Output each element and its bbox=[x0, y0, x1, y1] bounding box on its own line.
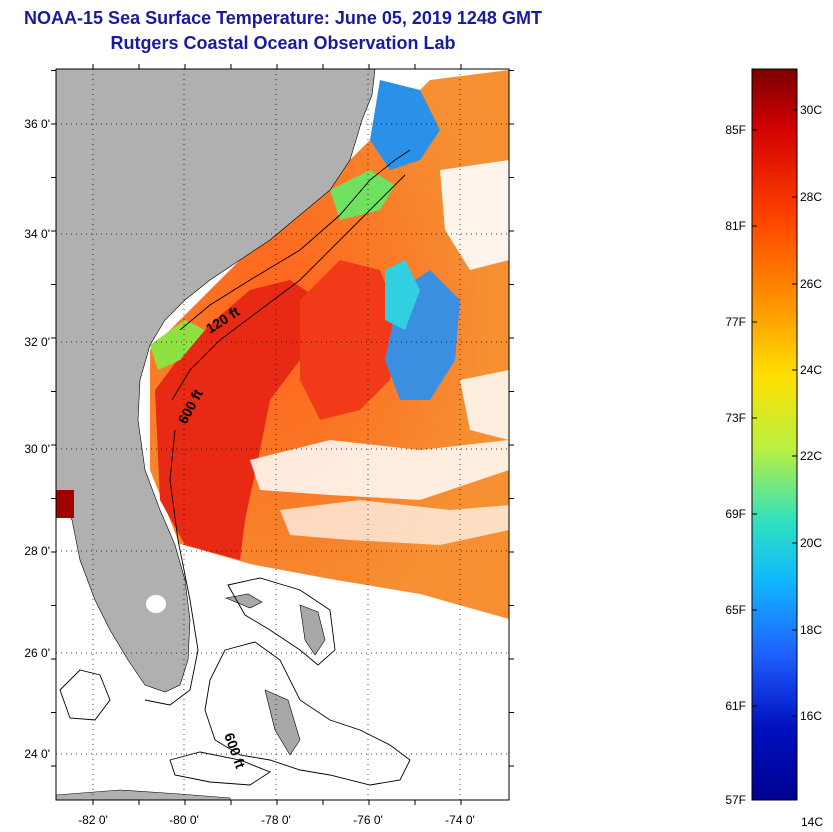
map-frame bbox=[55, 68, 510, 801]
land-bahamas-andros bbox=[264, 689, 301, 756]
fahrenheit-label: 61F bbox=[725, 699, 746, 713]
colorbar-ticks bbox=[752, 109, 797, 801]
longitude-tick-labels: -82 0' -80 0' -78 0' -76 0' -74 0' bbox=[78, 813, 475, 827]
land-bahamas-abaco bbox=[299, 604, 326, 656]
lon-label: -78 0' bbox=[261, 813, 291, 827]
lon-label: -74 0' bbox=[445, 813, 475, 827]
sst-cool-water-cyan bbox=[385, 260, 420, 330]
contour-bahamas-bank bbox=[227, 577, 336, 666]
swath-edge bbox=[179, 544, 509, 621]
lake-okeechobee bbox=[146, 595, 166, 613]
land-cuba bbox=[56, 789, 231, 800]
fahrenheit-label: 81F bbox=[725, 219, 746, 233]
axis-ticks bbox=[51, 64, 514, 805]
celsius-label: 24C bbox=[800, 363, 822, 377]
fahrenheit-label: 57F bbox=[725, 793, 746, 807]
latitude-tick-labels: 36 0' 34 0' 32 0' 30 0' 28 0' 26 0' 24 0' bbox=[24, 117, 50, 761]
sst-gulf-stream bbox=[155, 280, 330, 560]
contour-600ft bbox=[171, 174, 406, 401]
celsius-label: 26C bbox=[800, 277, 822, 291]
lat-label: 28 0' bbox=[24, 544, 50, 558]
contour-great-bahama-bank bbox=[204, 641, 411, 786]
lat-label: 30 0' bbox=[24, 442, 50, 456]
sst-coastal-cool-water bbox=[370, 80, 440, 170]
contour-cuba-shelf bbox=[169, 751, 271, 786]
lat-label: 36 0' bbox=[24, 117, 50, 131]
map-title: NOAA-15 Sea Surface Temperature: June 05… bbox=[24, 8, 542, 28]
lat-label: 24 0' bbox=[24, 747, 50, 761]
celsius-label: 30C bbox=[800, 103, 822, 117]
contour-120ft bbox=[179, 149, 411, 331]
lat-label: 34 0' bbox=[24, 227, 50, 241]
celsius-label: 22C bbox=[800, 449, 822, 463]
celsius-label: 16C bbox=[800, 709, 822, 723]
sst-offshore-warm-core bbox=[300, 260, 400, 420]
fahrenheit-label: 65F bbox=[725, 603, 746, 617]
land-us-southeast bbox=[56, 69, 376, 693]
lon-label: -82 0' bbox=[78, 813, 108, 827]
celsius-label: 18C bbox=[800, 623, 822, 637]
lon-label: -80 0' bbox=[169, 813, 199, 827]
celsius-label: 20C bbox=[800, 536, 822, 550]
sst-shelf-green bbox=[150, 320, 205, 370]
fahrenheit-label: 69F bbox=[725, 507, 746, 521]
lat-label: 26 0' bbox=[24, 646, 50, 660]
map-area bbox=[56, 69, 509, 800]
celsius-label: 28C bbox=[800, 190, 822, 204]
fahrenheit-label: 85F bbox=[725, 123, 746, 137]
cloud-band bbox=[250, 440, 509, 500]
colorbar bbox=[751, 68, 798, 801]
colorbar-fahrenheit-labels: 85F 81F 77F 73F 69F 65F 61F 57F bbox=[725, 123, 746, 807]
celsius-label: 14C bbox=[801, 815, 823, 829]
fahrenheit-label: 77F bbox=[725, 315, 746, 329]
colorbar-celsius-labels: 30C 28C 26C 24C 22C 20C 18C 16C 14C bbox=[800, 103, 823, 829]
gulf-of-mexico-warm-patch bbox=[56, 490, 74, 518]
cloud-band bbox=[280, 500, 509, 545]
map-subtitle: Rutgers Coastal Ocean Observation Lab bbox=[110, 33, 456, 53]
contour-keys bbox=[59, 669, 111, 721]
fahrenheit-label: 73F bbox=[725, 411, 746, 425]
graticule bbox=[56, 69, 509, 800]
contour-florida-shelf bbox=[144, 429, 199, 706]
lon-label: -76 0' bbox=[353, 813, 383, 827]
cloud-patch bbox=[460, 370, 509, 440]
lat-label: 32 0' bbox=[24, 335, 50, 349]
cloud-patch bbox=[440, 160, 509, 270]
